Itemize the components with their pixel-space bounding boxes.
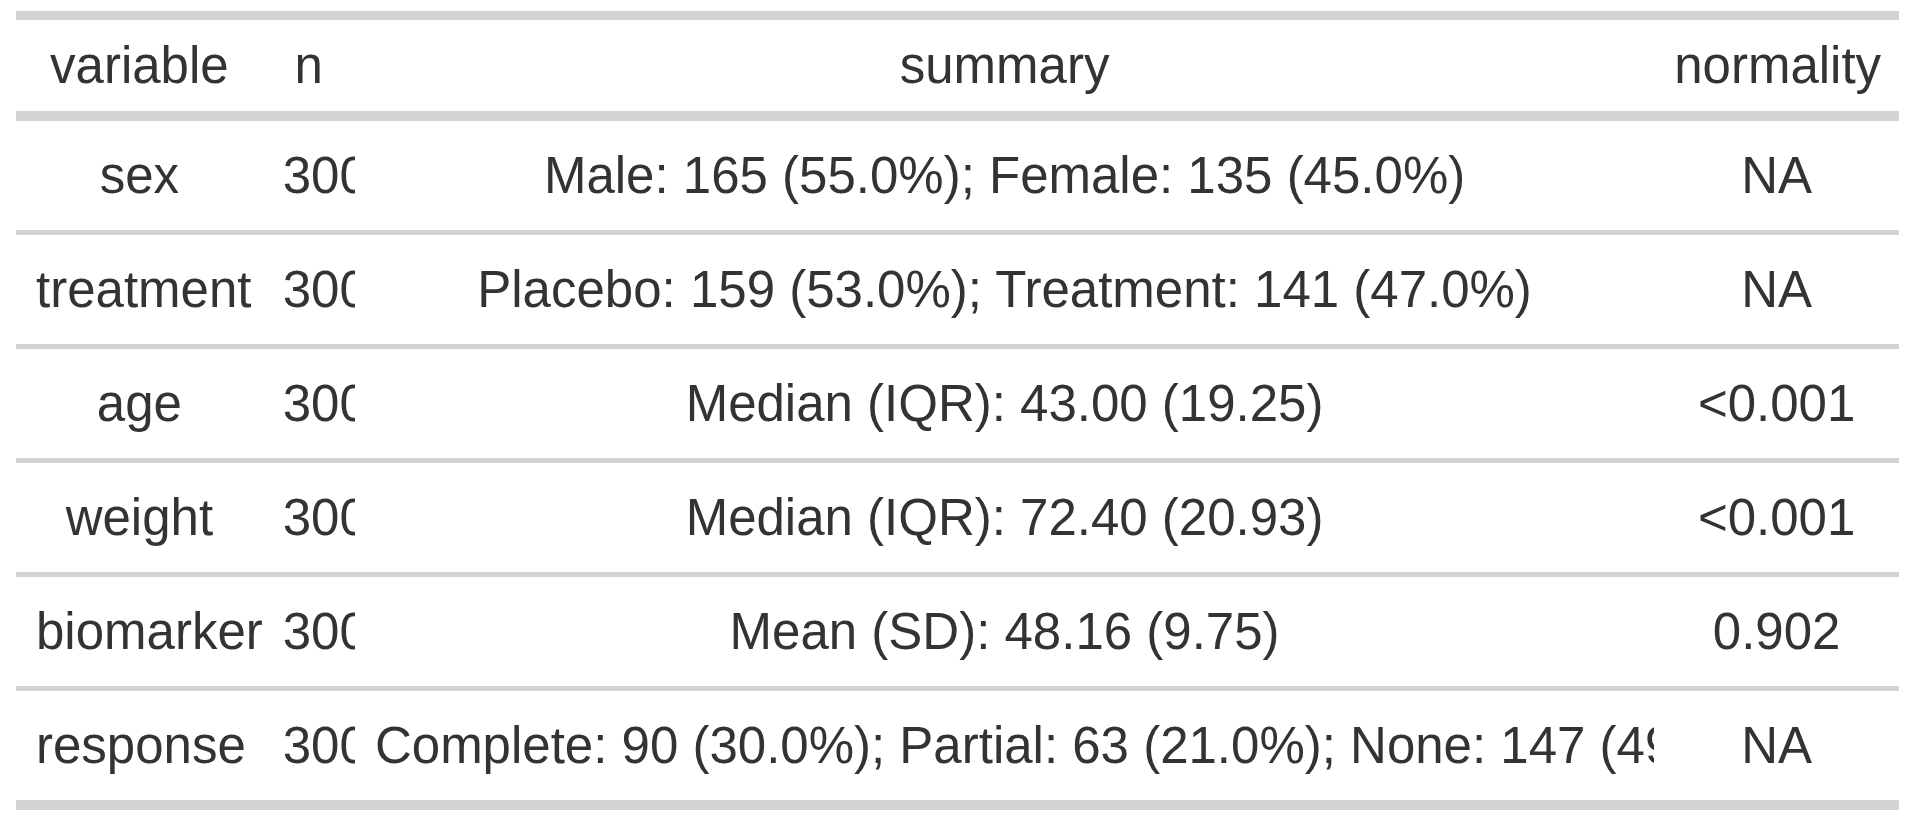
cell-summary: Median (IQR): 43.00 (19.25) bbox=[355, 347, 1654, 461]
table-row-age: age 300 Median (IQR): 43.00 (19.25) <0.0… bbox=[16, 347, 1899, 461]
cell-variable: age bbox=[16, 347, 263, 461]
table-row-treatment: treatment 300 Placebo: 159 (53.0%); Trea… bbox=[16, 233, 1899, 347]
column-header-n: n bbox=[263, 16, 355, 117]
cell-n: 300 bbox=[263, 575, 355, 689]
cell-variable: weight bbox=[16, 461, 263, 575]
cell-normality: NA bbox=[1654, 233, 1899, 347]
cell-normality: NA bbox=[1654, 689, 1899, 806]
table-row-weight: weight 300 Median (IQR): 72.40 (20.93) <… bbox=[16, 461, 1899, 575]
cell-normality: 0.902 bbox=[1654, 575, 1899, 689]
cell-normality: <0.001 bbox=[1654, 461, 1899, 575]
column-header-variable: variable bbox=[16, 16, 263, 117]
table-row-biomarker: biomarker 300 Mean (SD): 48.16 (9.75) 0.… bbox=[16, 575, 1899, 689]
cell-n: 300 bbox=[263, 461, 355, 575]
cell-n: 300 bbox=[263, 689, 355, 806]
summary-statistics-table: variable n summary normality sex 300 Mal… bbox=[16, 11, 1899, 810]
cell-n: 300 bbox=[263, 233, 355, 347]
cell-summary: Placebo: 159 (53.0%); Treatment: 141 (47… bbox=[355, 233, 1654, 347]
table-header: variable n summary normality bbox=[16, 16, 1899, 117]
column-header-summary: summary bbox=[355, 16, 1654, 117]
table-container: variable n summary normality sex 300 Mal… bbox=[0, 0, 1911, 810]
table-row-sex: sex 300 Male: 165 (55.0%); Female: 135 (… bbox=[16, 116, 1899, 233]
cell-summary: Complete: 90 (30.0%); Partial: 63 (21.0%… bbox=[355, 689, 1654, 806]
column-header-normality: normality bbox=[1654, 16, 1899, 117]
cell-summary: Mean (SD): 48.16 (9.75) bbox=[355, 575, 1654, 689]
table-row-response: response 300 Complete: 90 (30.0%); Parti… bbox=[16, 689, 1899, 806]
cell-variable: response bbox=[16, 689, 263, 806]
cell-n: 300 bbox=[263, 347, 355, 461]
cell-normality: NA bbox=[1654, 116, 1899, 233]
header-row: variable n summary normality bbox=[16, 16, 1899, 117]
cell-variable: biomarker bbox=[16, 575, 263, 689]
cell-n: 300 bbox=[263, 116, 355, 233]
cell-variable: sex bbox=[16, 116, 263, 233]
cell-variable: treatment bbox=[16, 233, 263, 347]
cell-summary: Median (IQR): 72.40 (20.93) bbox=[355, 461, 1654, 575]
cell-normality: <0.001 bbox=[1654, 347, 1899, 461]
table-body: sex 300 Male: 165 (55.0%); Female: 135 (… bbox=[16, 116, 1899, 805]
cell-summary: Male: 165 (55.0%); Female: 135 (45.0%) bbox=[355, 116, 1654, 233]
